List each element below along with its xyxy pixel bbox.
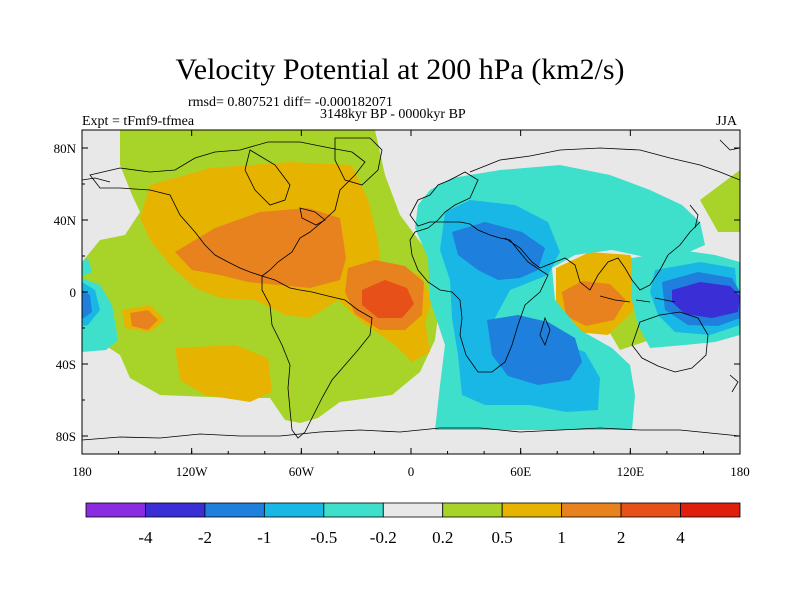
y-tick-label: 40S xyxy=(56,357,76,372)
x-tick-label: 180 xyxy=(72,464,92,479)
coastlines xyxy=(82,137,740,441)
colorbar-swatch xyxy=(204,502,265,518)
colorbar-label: -4 xyxy=(138,528,153,547)
x-tick-label: 0 xyxy=(408,464,415,479)
colorbar-label: -0.2 xyxy=(370,528,397,547)
positive-region-northeast xyxy=(700,170,740,232)
colorbar-swatch xyxy=(323,502,384,518)
stats-line: rmsd= 0.807521 diff= -0.000182071 xyxy=(188,95,393,110)
y-tick-label: 0 xyxy=(70,285,77,300)
x-tick-label: 120E xyxy=(617,464,645,479)
colorbar-label: 2 xyxy=(617,528,626,547)
strong-region-indian xyxy=(562,281,626,326)
axis-ticks xyxy=(81,130,741,454)
axis-tick-labels: 80N 40N 0 40S 80S 180 120W 60W 0 60E 120E 180 xyxy=(54,141,750,479)
negative-region-east-pacific-north xyxy=(82,258,92,276)
strong-region-pacific xyxy=(130,310,158,330)
strong-region-caribbean xyxy=(175,208,346,288)
colorbar-label: -0.5 xyxy=(310,528,337,547)
x-tick-label: 180 xyxy=(730,464,750,479)
colorbar-label: 0.2 xyxy=(432,528,453,547)
season-label: JJA xyxy=(716,114,738,129)
colorbar-label: -2 xyxy=(198,528,212,547)
colorbar-label: 1 xyxy=(557,528,566,547)
strong-negative-region-africa xyxy=(452,222,545,280)
y-tick-label: 80N xyxy=(54,141,77,156)
colorbar-label: 0.5 xyxy=(492,528,513,547)
colorbar-swatch xyxy=(620,502,681,518)
colorbar-swatch xyxy=(382,502,444,518)
contour-field xyxy=(82,130,740,454)
colorbar-swatch xyxy=(145,502,206,518)
colorbar-swatch xyxy=(85,502,146,518)
colorbar: -4 -2 -1 -0.5 -0.2 0.2 0.5 1 2 4 xyxy=(85,502,741,547)
moderate-region-south-pacific xyxy=(175,345,272,402)
x-tick-label: 120W xyxy=(176,464,209,479)
minimum-region-pacific xyxy=(672,282,740,318)
strong-negative-region-indian xyxy=(487,315,582,385)
x-tick-label: 60W xyxy=(289,464,315,479)
colorbar-swatch xyxy=(442,502,503,518)
colorbar-swatch xyxy=(501,502,563,518)
colorbar-swatch xyxy=(680,502,741,518)
colorbar-label: -1 xyxy=(257,528,271,547)
period-line: 3148kyr BP - 0000kyr BP xyxy=(320,107,466,122)
experiment-label: Expt = tFmf9-tfmea xyxy=(82,114,195,129)
colorbar-label: 4 xyxy=(676,528,685,547)
x-tick-label: 60E xyxy=(510,464,531,479)
y-tick-label: 80S xyxy=(56,429,76,444)
y-tick-label: 40N xyxy=(54,213,77,228)
strong-negative-region-east xyxy=(82,290,92,318)
colorbar-swatch xyxy=(263,502,325,518)
colorbar-swatch xyxy=(561,502,622,518)
map-title: Velocity Potential at 200 hPa (km2/s) xyxy=(175,53,625,86)
maximum-region-atlantic xyxy=(362,280,414,318)
